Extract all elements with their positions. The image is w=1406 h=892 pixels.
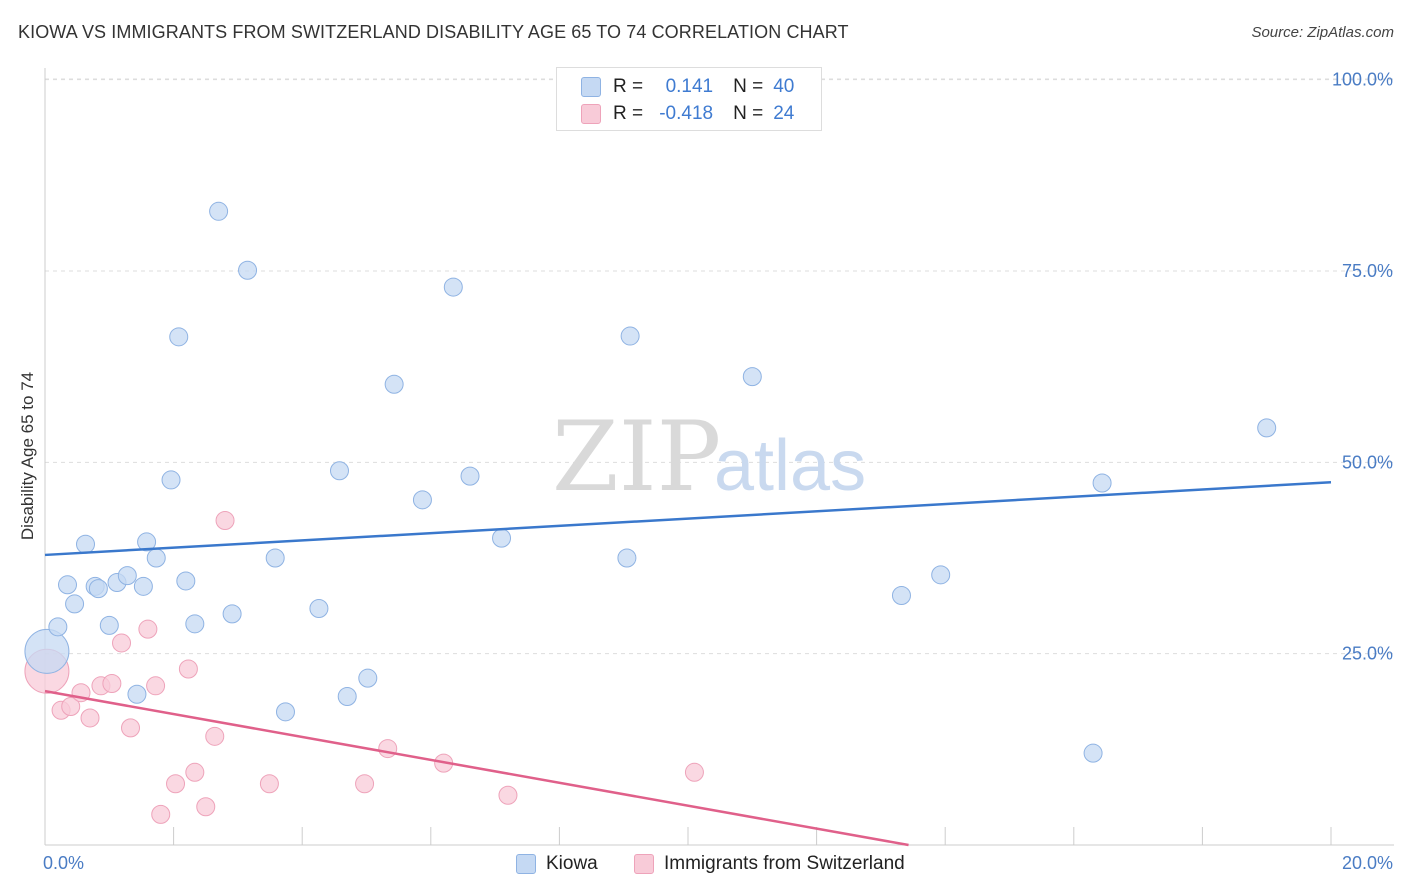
swiss-point — [205, 726, 225, 746]
y-tick-label: 50.0% — [1342, 452, 1393, 472]
trend-lines — [44, 480, 1332, 847]
kiowa-point — [65, 594, 85, 614]
kiowa-point — [137, 532, 157, 552]
legend-row-swiss: R = -0.418 N = 24 — [581, 102, 794, 126]
kiowa-swatch — [516, 854, 536, 874]
watermark: ZIP atlas — [552, 401, 866, 513]
legend-r-value: -0.418 — [659, 103, 714, 124]
kiowa-point — [617, 548, 637, 568]
legend-row-kiowa: R = 0.141 N = 40 — [581, 75, 794, 99]
bottom-legend-kiowa: Kiowa — [516, 852, 598, 876]
source-label: Source: ZipAtlas.com — [1251, 24, 1394, 41]
legend-n-value: 24 — [773, 103, 795, 124]
watermark-atlas: atlas — [714, 426, 866, 506]
kiowa-point — [76, 534, 96, 554]
kiowa-point — [309, 599, 329, 619]
legend-n-value: 40 — [773, 76, 795, 97]
swiss-point — [166, 774, 186, 794]
gridlines — [45, 78, 1394, 655]
kiowa-point — [88, 579, 108, 599]
swiss-swatch — [581, 104, 601, 124]
x-tick-label-min: 0.0% — [43, 853, 84, 873]
legend-n-label: N = — [733, 76, 764, 97]
legend-r-value: 0.141 — [665, 76, 714, 97]
kiowa-point — [1083, 743, 1103, 763]
kiowa-point — [443, 277, 463, 297]
kiowa-point — [58, 575, 78, 595]
kiowa-point — [358, 668, 378, 688]
legend-series-name: Immigrants from Switzerland — [664, 853, 905, 874]
kiowa-point — [275, 702, 295, 722]
swiss-point — [355, 774, 375, 794]
chart-title: KIOWA VS IMMIGRANTS FROM SWITZERLAND DIS… — [18, 22, 849, 42]
swiss-point — [185, 762, 205, 782]
y-tick-label: 25.0% — [1342, 644, 1393, 664]
kiowa-point — [209, 201, 229, 221]
kiowa-series-points — [24, 201, 1277, 763]
x-tick-label-max: 20.0% — [1342, 853, 1393, 873]
stats-legend: R = 0.141 N = 40 R = -0.418 N = 24 — [556, 67, 822, 131]
swiss-swatch — [634, 854, 654, 874]
kiowa-point — [492, 528, 512, 548]
swiss-point — [146, 676, 166, 696]
bottom-legend-swiss: Immigrants from Switzerland — [634, 852, 905, 876]
kiowa-swatch — [581, 77, 601, 97]
swiss-point — [178, 659, 198, 679]
watermark-zip: ZIP — [552, 401, 721, 513]
kiowa-point — [176, 571, 196, 591]
swiss-point — [138, 619, 158, 639]
swiss-point — [215, 510, 235, 530]
swiss-point — [102, 674, 122, 694]
kiowa-point — [133, 576, 153, 596]
axes — [44, 68, 1394, 846]
kiowa-point — [620, 326, 640, 346]
swiss-trend-line — [44, 689, 909, 847]
kiowa-point — [117, 566, 137, 586]
kiowa-point — [329, 461, 349, 481]
swiss-point — [378, 739, 398, 759]
kiowa-trend-line — [44, 480, 1332, 557]
kiowa-point — [222, 604, 242, 624]
kiowa-point — [238, 260, 258, 280]
kiowa-point — [742, 367, 762, 387]
kiowa-point — [891, 586, 911, 606]
kiowa-point — [161, 470, 181, 490]
swiss-point — [61, 696, 81, 716]
kiowa-point — [127, 684, 147, 704]
swiss-point — [196, 797, 216, 817]
legend-series-name: Kiowa — [546, 853, 598, 874]
kiowa-point — [460, 466, 480, 486]
kiowa-point — [1092, 473, 1112, 493]
swiss-point — [259, 774, 279, 794]
kiowa-point — [1257, 418, 1277, 438]
swiss-point — [121, 718, 141, 738]
kiowa-point — [265, 548, 285, 568]
kiowa-point — [146, 548, 166, 568]
kiowa-point — [99, 615, 119, 635]
kiowa-point — [384, 374, 404, 394]
legend-r-label: R = — [613, 76, 644, 97]
kiowa-point — [412, 490, 432, 510]
kiowa-point — [337, 687, 357, 707]
legend-n-label: N = — [733, 103, 764, 124]
y-tick-label: 75.0% — [1342, 261, 1393, 281]
legend-r-label: R = — [613, 103, 644, 124]
kiowa-point — [185, 614, 205, 634]
swiss-point — [684, 762, 704, 782]
y-tick-label: 100.0% — [1332, 70, 1393, 90]
tick-labels: 25.0% 50.0% 75.0% 100.0% 0.0% 20.0% — [43, 70, 1393, 873]
y-axis-title: Disability Age 65 to 74 — [18, 372, 37, 540]
swiss-point — [498, 785, 518, 805]
kiowa-point — [24, 628, 70, 674]
kiowa-point — [169, 327, 189, 347]
swiss-point — [151, 804, 171, 824]
kiowa-point — [931, 565, 951, 585]
swiss-point — [80, 708, 100, 728]
swiss-point — [112, 633, 132, 653]
kiowa-point — [48, 617, 68, 637]
swiss-series-points — [24, 510, 704, 824]
